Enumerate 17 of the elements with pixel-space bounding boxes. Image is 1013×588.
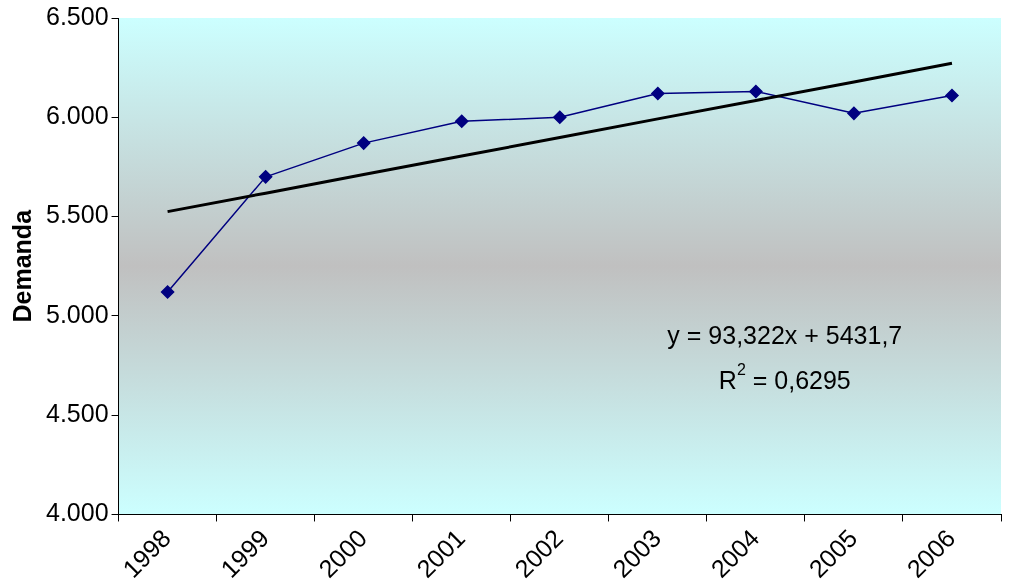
point [945, 88, 959, 103]
y-axis-title: Demanda [7, 208, 36, 323]
point [454, 114, 469, 129]
y-tick-label: 4.000 [46, 498, 109, 527]
point [651, 86, 665, 101]
point [553, 110, 567, 125]
point [160, 285, 175, 299]
point [749, 84, 763, 99]
point [258, 170, 273, 184]
y-tick-label: 6.000 [46, 101, 109, 130]
y-tick-label: 4.500 [46, 399, 109, 428]
annotation: y = 93,322x + 5431,7 [667, 321, 903, 350]
point [847, 106, 861, 121]
y-tick-label: 5.000 [46, 299, 109, 328]
y-tick-label: 6.500 [46, 1, 109, 30]
y-tick-label: 5.500 [46, 200, 109, 229]
point [356, 136, 371, 150]
